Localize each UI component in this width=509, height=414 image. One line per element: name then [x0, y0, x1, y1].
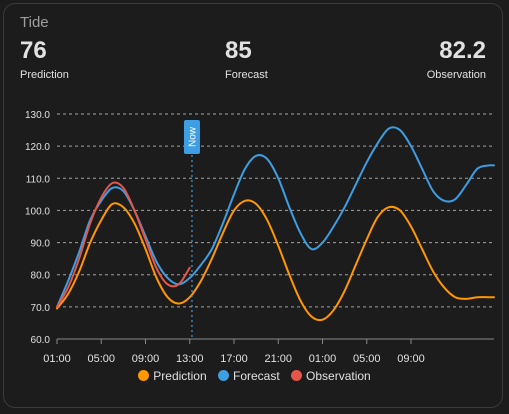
- legend-dot-prediction: [138, 370, 150, 381]
- x-tick-label: 17:00: [220, 353, 248, 365]
- x-tick-label: 01:00: [309, 353, 337, 365]
- legend-label-prediction: Prediction: [153, 369, 207, 383]
- card-title: Tide: [20, 14, 49, 31]
- y-tick-label: 130.0: [25, 110, 50, 121]
- x-tick-label: 21:00: [265, 353, 293, 365]
- y-tick-label: 70.0: [31, 303, 51, 314]
- legend-item-forecast[interactable]: Forecast: [217, 369, 280, 383]
- stat-prediction-label: Prediction: [20, 69, 69, 81]
- legend-dot-forecast: [217, 370, 229, 381]
- stat-forecast: 85 Forecast: [225, 36, 268, 81]
- legend-label-forecast: Forecast: [232, 369, 280, 383]
- legend-item-prediction[interactable]: Prediction: [138, 369, 207, 383]
- x-tick-label: 05:00: [87, 353, 115, 365]
- legend-label-observation: Observation: [306, 369, 371, 383]
- stat-forecast-label: Forecast: [225, 69, 268, 81]
- y-tick-label: 100.0: [25, 206, 50, 217]
- stat-prediction-value: 76: [20, 37, 47, 64]
- y-tick-label: 120.0: [25, 142, 50, 153]
- chart-legend: Prediction Forecast Observation: [0, 369, 509, 383]
- series-line-observation: [56, 181, 191, 308]
- stat-observation-value: 82.2: [439, 37, 486, 64]
- y-tick-label: 110.0: [26, 174, 51, 185]
- y-tick-label: 60.0: [31, 335, 51, 346]
- y-tick-label: 90.0: [31, 239, 51, 250]
- now-marker-badge: [183, 120, 200, 154]
- legend-item-observation[interactable]: Observation: [291, 369, 371, 383]
- now-marker-label: Now: [187, 126, 198, 147]
- series-line-prediction: [56, 199, 495, 322]
- x-tick-label: 13:00: [176, 353, 204, 365]
- tide-card: Tide 76 Prediction 85 Forecast 82.2 Obse…: [3, 3, 503, 408]
- x-tick-label: 09:00: [397, 353, 425, 365]
- stat-observation-label: Observation: [426, 69, 486, 81]
- x-tick-label: 05:00: [353, 353, 381, 365]
- stat-prediction: 76 Prediction: [20, 36, 69, 81]
- x-tick-label: 01:00: [43, 353, 71, 365]
- legend-dot-observation: [291, 370, 303, 381]
- stat-observation: 82.2 Observation: [427, 36, 486, 81]
- stat-forecast-value: 85: [225, 37, 252, 64]
- y-tick-label: 80.0: [31, 271, 51, 282]
- series-line-forecast: [56, 126, 495, 308]
- x-tick-label: 09:00: [132, 353, 160, 365]
